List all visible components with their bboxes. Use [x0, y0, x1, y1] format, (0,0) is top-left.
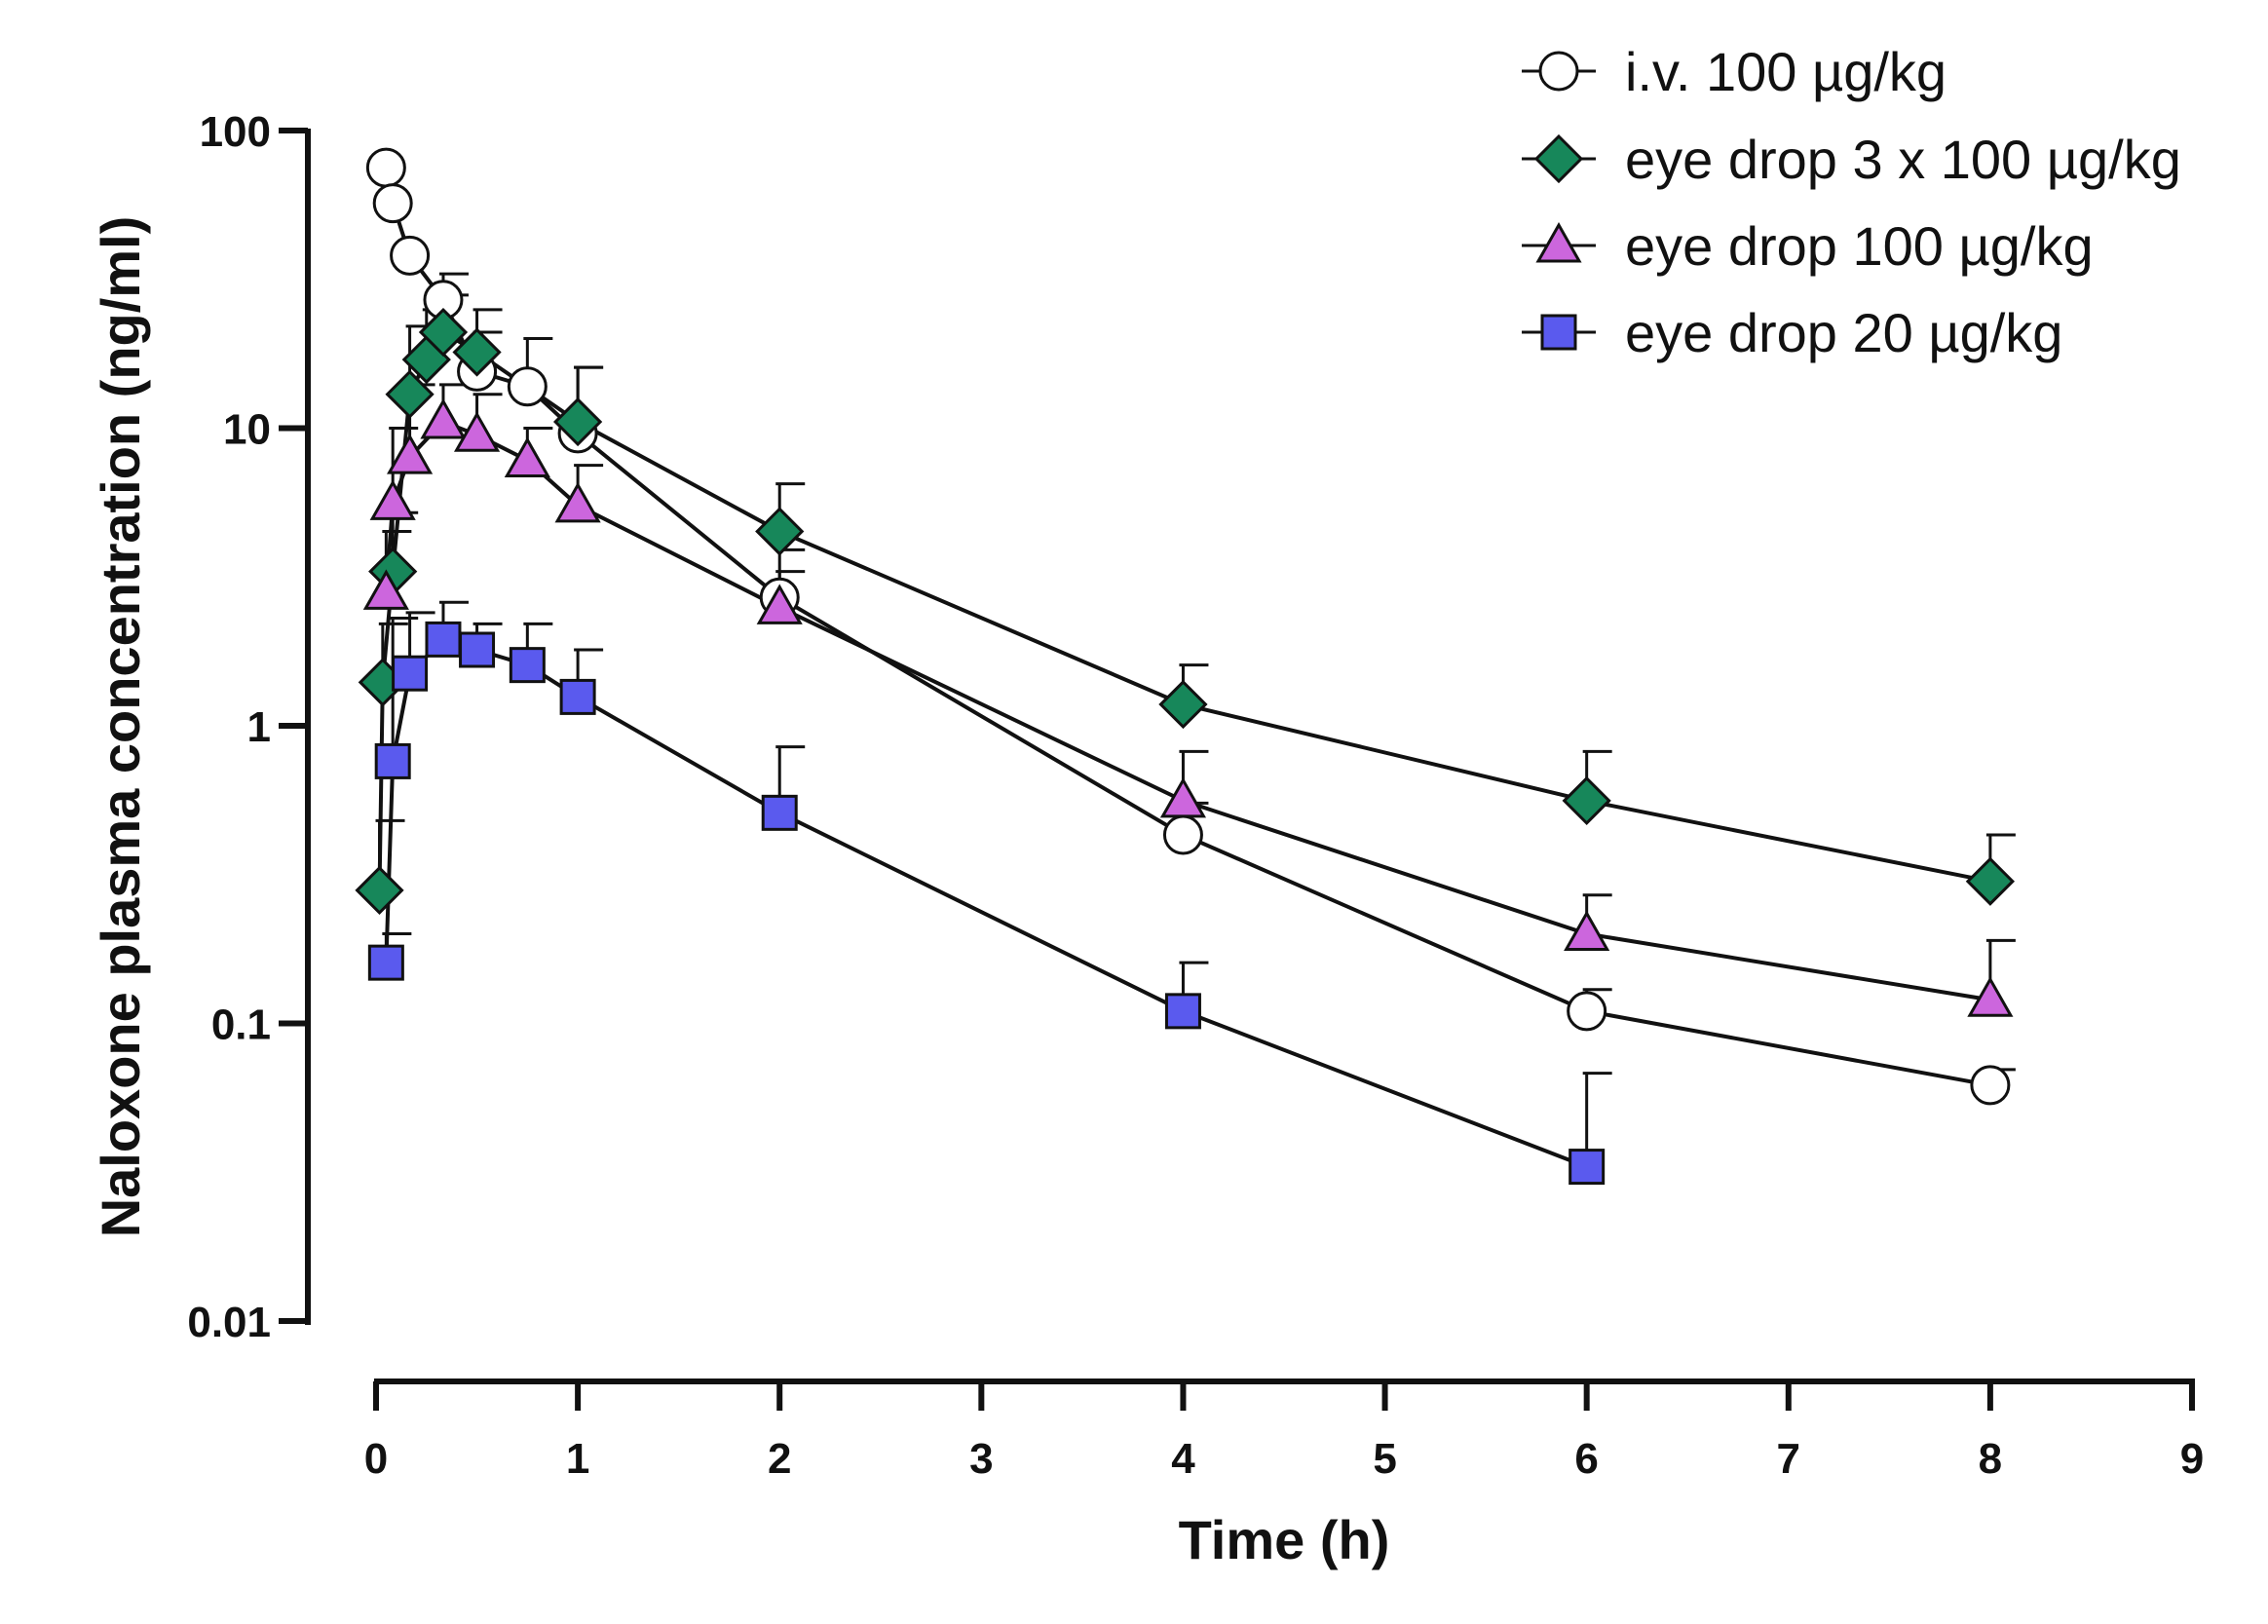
legend-marker-diamond	[1533, 133, 1584, 184]
data-point	[374, 742, 411, 779]
y-tick-label: 1	[247, 703, 271, 751]
data-point	[387, 434, 434, 474]
data-point	[362, 569, 409, 610]
legend-marker-square	[1540, 314, 1577, 351]
data-point	[420, 397, 467, 439]
data-point	[365, 147, 406, 188]
data-point	[1564, 910, 1610, 952]
data-point	[761, 794, 798, 831]
legend-item: eye drop 20 µg/kg	[1522, 302, 2062, 363]
x-tick-label: 0	[364, 1435, 388, 1483]
legend-item: i.v. 100 µg/kg	[1522, 41, 1947, 102]
legend-symbol	[1538, 51, 1579, 92]
data-point	[1159, 776, 1207, 818]
data-point	[392, 655, 429, 692]
data-point	[385, 369, 435, 419]
series-triangle	[382, 383, 2016, 1002]
markers-triangle	[362, 397, 2014, 1017]
data-point	[425, 621, 462, 658]
legend-label-eye-drop-3x100: eye drop 3 x 100 µg/kg	[1625, 129, 2181, 190]
data-point	[367, 944, 404, 981]
markers-circle	[365, 147, 2011, 1106]
markers-square	[367, 621, 1606, 1186]
data-point	[559, 678, 596, 715]
legend-label-eye-drop-100: eye drop 100 µg/kg	[1625, 215, 2094, 277]
legend-marker-circle	[1538, 51, 1579, 92]
legend-symbol	[1540, 314, 1577, 351]
data-point	[1970, 1065, 2011, 1106]
legend-symbol	[1535, 221, 1582, 263]
x-tick-label: 2	[768, 1435, 791, 1483]
data-point	[372, 183, 413, 224]
x-tick-label: 3	[969, 1435, 993, 1483]
markers-diamond	[355, 307, 2016, 916]
x-tick-label: 7	[1777, 1435, 1800, 1483]
data-point	[369, 479, 416, 520]
x-tick-label: 4	[1171, 1435, 1195, 1483]
data-point	[554, 481, 601, 523]
x-ticks: 0 1 2 3 4 5 6 7 8 9	[364, 1381, 2204, 1483]
data-point	[418, 307, 469, 358]
y-tick-label: 10	[223, 406, 271, 454]
y-ticks: 0.01 0.1 1 10 100	[187, 108, 308, 1346]
series-line	[384, 637, 1588, 1169]
y-axis-title: Naloxone plasma concentration (ng/ml)	[90, 216, 151, 1238]
x-tick-label: 5	[1373, 1435, 1396, 1483]
y-tick-label: 100	[200, 108, 271, 156]
data-point	[1164, 993, 1201, 1030]
data-point	[1158, 679, 1208, 730]
data-point	[504, 436, 550, 477]
legend-label-eye-drop-20: eye drop 20 µg/kg	[1625, 302, 2062, 363]
y-tick-label: 0.01	[187, 1299, 271, 1346]
data-point	[507, 366, 548, 407]
data-point	[755, 507, 805, 556]
data-point	[552, 397, 603, 447]
data-point	[1965, 856, 2016, 906]
data-point	[355, 865, 404, 916]
data-point	[1967, 976, 2014, 1017]
legend-item: eye drop 3 x 100 µg/kg	[1522, 129, 2181, 190]
series-layer	[355, 147, 2016, 1186]
x-axis-title: Time (h)	[1179, 1509, 1390, 1570]
legend-marker-triangle	[1535, 221, 1582, 263]
legend-item: eye drop 100 µg/kg	[1522, 215, 2094, 277]
data-point	[452, 327, 502, 377]
data-point	[509, 647, 546, 684]
data-point	[453, 411, 501, 452]
x-tick-label: 8	[1979, 1435, 2002, 1483]
y-tick-label: 0.1	[211, 1001, 271, 1049]
data-point	[459, 631, 496, 668]
data-point	[390, 235, 431, 276]
legend: i.v. 100 µg/kg eye drop 3 x 100 µg/kg ey…	[1522, 41, 2181, 363]
x-tick-label: 9	[2180, 1435, 2204, 1483]
data-point	[1569, 1149, 1606, 1186]
legend-label-iv: i.v. 100 µg/kg	[1625, 41, 1947, 102]
x-tick-label: 1	[566, 1435, 589, 1483]
data-point	[1567, 991, 1607, 1032]
axes: 0.01 0.1 1 10 100 0 1 2 3 4 5 6 7 8 9 Time (h) Naloxo…	[90, 108, 2204, 1570]
legend-symbol	[1533, 133, 1584, 184]
data-point	[1162, 814, 1203, 855]
data-point	[756, 584, 803, 624]
x-tick-label: 6	[1574, 1435, 1598, 1483]
data-point	[1562, 775, 1611, 826]
